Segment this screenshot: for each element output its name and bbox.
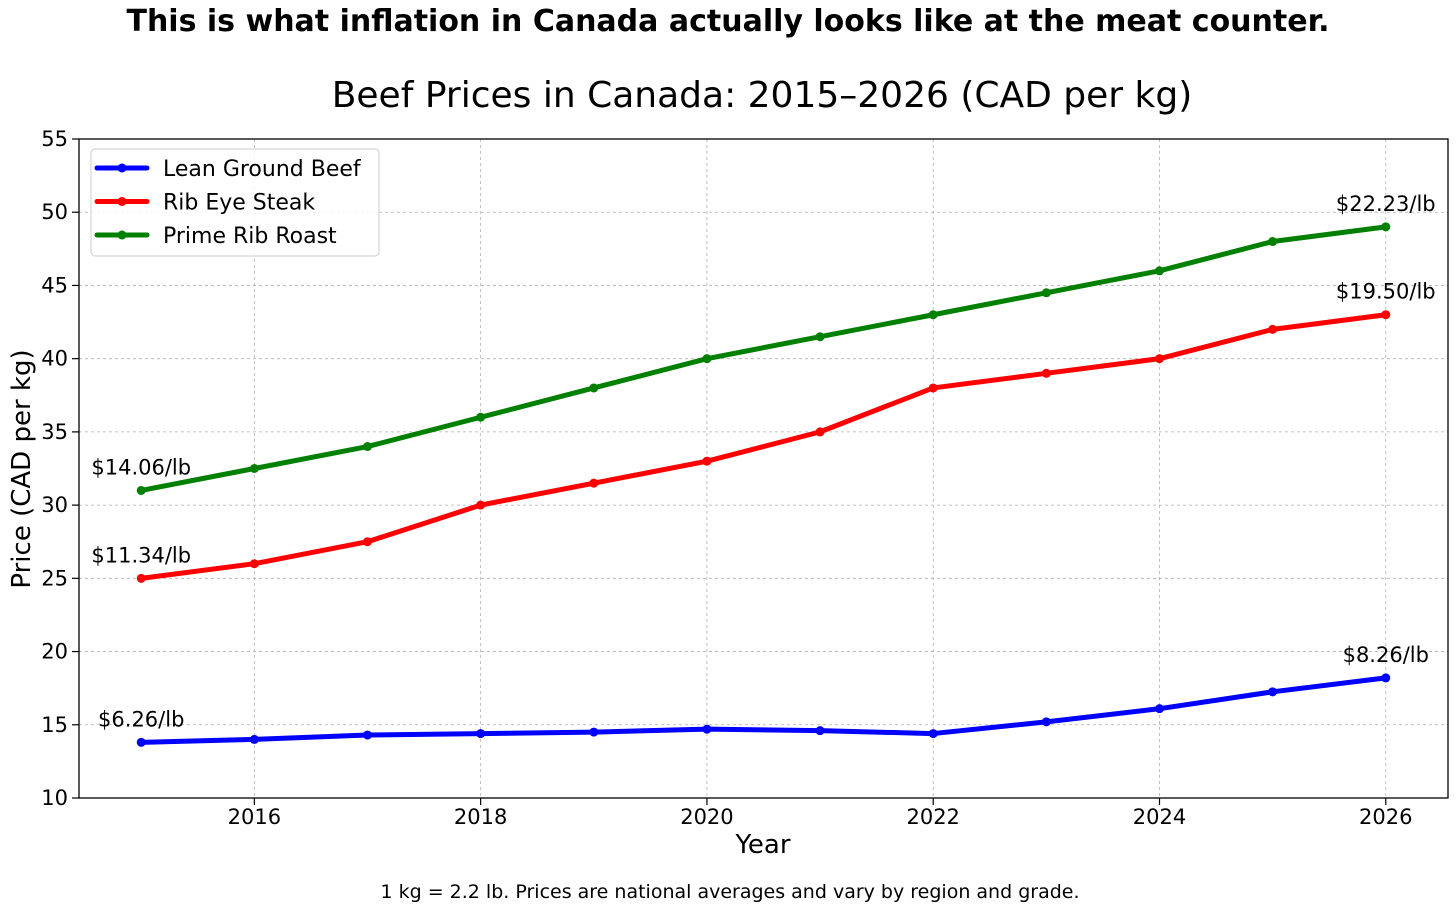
- data-point: [589, 383, 599, 393]
- data-label: $8.26/lb: [1343, 643, 1429, 667]
- data-label: $14.06/lb: [91, 455, 191, 479]
- y-tick-label: 25: [41, 566, 68, 590]
- data-point: [589, 478, 599, 488]
- data-point: [1041, 717, 1051, 727]
- annotations: $14.06/lb $11.34/lb $6.26/lb $22.23/lb $19.5…: [91, 192, 1435, 731]
- data-point: [1154, 266, 1164, 276]
- data-label: $6.26/lb: [98, 707, 184, 731]
- y-axis-ticks: 10 15 20 25 30 35 40 45 50 55: [41, 127, 79, 810]
- data-point: [1041, 368, 1051, 378]
- y-axis-label: Price (CAD per kg): [7, 349, 37, 588]
- series-line: [138, 224, 1389, 493]
- data-point: [815, 427, 825, 437]
- data-point: [1154, 704, 1164, 714]
- y-tick-label: 50: [41, 200, 68, 224]
- data-point: [928, 729, 938, 739]
- data-point: [928, 383, 938, 393]
- headline: This is what inflation in Canada actuall…: [126, 4, 1330, 39]
- y-tick-label: 20: [41, 640, 68, 664]
- data-point: [702, 354, 712, 364]
- x-tick-label: 2018: [454, 805, 507, 829]
- chart-title: Beef Prices in Canada: 2015–2026 (CAD pe…: [332, 75, 1193, 116]
- x-axis-label: Year: [734, 830, 790, 860]
- y-tick-label: 35: [41, 420, 68, 444]
- series-lines: [136, 222, 1391, 747]
- data-point: [476, 500, 486, 510]
- data-point: [476, 729, 486, 739]
- data-point: [1381, 222, 1391, 232]
- y-tick-label: 45: [41, 273, 68, 297]
- y-tick-label: 30: [41, 493, 68, 517]
- data-point: [363, 537, 373, 547]
- y-tick-label: 40: [41, 347, 68, 371]
- series-2: [136, 222, 1391, 495]
- data-point: [1041, 288, 1051, 298]
- series-line: [138, 675, 1389, 745]
- data-point: [1268, 237, 1278, 247]
- legend-label: Lean Ground Beef: [163, 157, 362, 182]
- footnote: 1 kg = 2.2 lb. Prices are national avera…: [380, 881, 1080, 903]
- data-point: [1268, 324, 1278, 334]
- series-line: [138, 312, 1389, 581]
- legend-marker: [117, 197, 127, 206]
- data-point: [363, 442, 373, 452]
- x-tick-label: 2022: [906, 805, 959, 829]
- data-point: [1154, 354, 1164, 364]
- data-label: $19.50/lb: [1336, 280, 1436, 304]
- data-point: [136, 485, 146, 495]
- x-tick-label: 2020: [680, 805, 733, 829]
- x-tick-label: 2024: [1133, 805, 1186, 829]
- legend-label: Rib Eye Steak: [163, 191, 315, 216]
- data-label: $11.34/lb: [91, 543, 191, 567]
- data-point: [815, 332, 825, 342]
- data-point: [702, 724, 712, 734]
- y-tick-label: 15: [41, 713, 68, 737]
- data-point: [249, 559, 259, 569]
- legend-label: Prime Rib Roast: [163, 224, 337, 249]
- data-point: [1381, 310, 1391, 320]
- legend-box: [90, 148, 380, 257]
- x-tick-label: 2016: [228, 805, 281, 829]
- data-point: [249, 734, 259, 744]
- data-point: [815, 726, 825, 736]
- legend-marker: [117, 230, 127, 240]
- data-point: [249, 464, 259, 473]
- legend-marker: [117, 163, 127, 173]
- data-point: [1268, 687, 1278, 697]
- data-point: [363, 730, 373, 740]
- legend: Lean Ground Beef Rib Eye Steak Prime Rib R…: [90, 148, 380, 257]
- series-1: [136, 310, 1391, 583]
- data-point: [589, 727, 599, 737]
- data-point: [928, 310, 938, 320]
- data-point: [136, 573, 146, 583]
- data-label: $22.23/lb: [1336, 192, 1436, 216]
- data-point: [136, 737, 146, 747]
- data-point: [1381, 673, 1391, 683]
- y-tick-label: 10: [41, 786, 68, 810]
- series-0: [136, 673, 1391, 747]
- x-tick-label: 2026: [1359, 805, 1412, 829]
- x-axis-ticks: 2016 2018 2020 2022 2024 2026: [228, 798, 1412, 829]
- plot-frame: [78, 138, 1449, 799]
- data-point: [476, 412, 486, 422]
- data-point: [702, 456, 712, 466]
- y-tick-label: 55: [41, 127, 68, 151]
